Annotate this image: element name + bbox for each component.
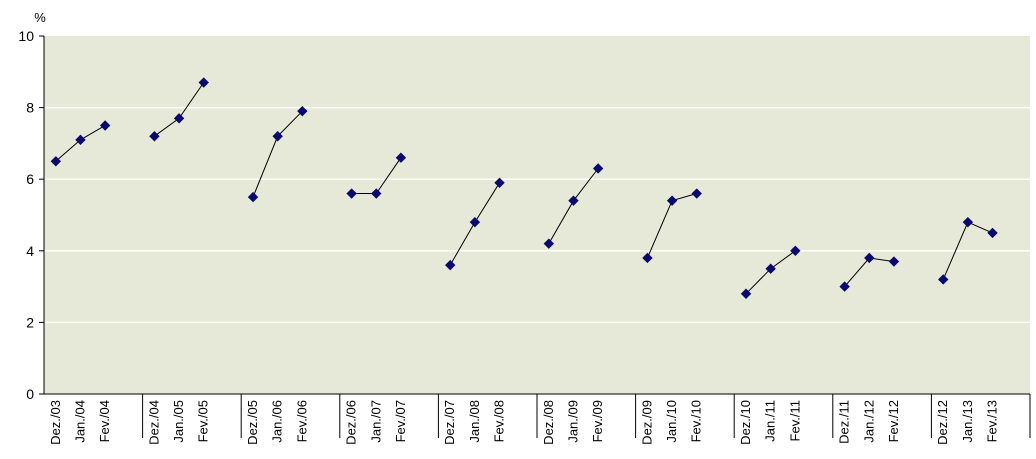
data-point (543, 238, 555, 249)
data-point (642, 252, 653, 264)
data-point (568, 195, 579, 206)
y-tick-label: 10 (18, 28, 34, 44)
gridlines (44, 106, 1030, 324)
data-point (99, 120, 111, 131)
data-point (371, 188, 382, 199)
x-tick-label: Jan./13 (960, 400, 975, 443)
x-tick-label: Dez./07 (442, 400, 457, 445)
data-point (247, 191, 259, 203)
x-tick-label: Dez./08 (541, 400, 556, 445)
x-tick-label: Dez./03 (48, 400, 63, 445)
x-tick-label: Fev./08 (492, 400, 507, 442)
data-point (346, 188, 357, 199)
x-tick-label: Jan./10 (664, 400, 679, 443)
data-point (962, 216, 974, 228)
x-tick-label: Dez./09 (639, 400, 654, 445)
x-tick-label: Jan./11 (763, 400, 778, 442)
data-point (592, 163, 604, 174)
x-tick-label: Dez./12 (935, 400, 950, 445)
x-tick-label: Fev./07 (393, 400, 408, 442)
x-tick-label: Dez./11 (837, 400, 852, 444)
data-point (987, 227, 998, 239)
y-tick-label: 0 (26, 386, 34, 402)
x-tick-label: Dez./05 (245, 400, 260, 445)
x-axis-groups: Dez./03 Jan./04 Fev./04 Dez./04 Jan./05 Fev./… (48, 394, 1031, 445)
x-tick-label: Dez./06 (344, 400, 359, 445)
y-axis-unit: % (34, 10, 46, 25)
x-tick-label: Dez./04 (146, 400, 161, 445)
series (50, 77, 998, 299)
y-tick-label: 2 (26, 314, 34, 330)
data-point (445, 259, 456, 271)
data-point (740, 288, 752, 299)
x-tick-label: Fev./05 (196, 400, 211, 442)
x-tick-label: Fev./10 (689, 400, 704, 442)
x-tick-label: Fev./09 (590, 400, 605, 442)
data-point (50, 156, 62, 167)
data-point (75, 134, 86, 146)
data-point (938, 274, 949, 285)
x-tick-label: Jan./09 (565, 400, 580, 443)
data-point (691, 188, 702, 199)
data-point (469, 216, 481, 228)
x-tick-label: Jan./06 (270, 400, 285, 443)
data-point (765, 263, 776, 274)
x-tick-label: Fev./06 (294, 400, 309, 442)
x-tick-label: Fev./12 (886, 400, 901, 442)
x-tick-label: Jan./07 (368, 400, 383, 443)
x-tick-label: Fev./04 (97, 400, 112, 442)
data-point (297, 105, 308, 117)
data-point (173, 113, 185, 124)
y-tick-label: 4 (26, 243, 34, 259)
data-point (790, 245, 801, 256)
x-tick-label: Jan./12 (861, 400, 876, 443)
y-tick-label: 6 (26, 171, 34, 187)
data-point (666, 195, 678, 206)
plot-area (44, 36, 1030, 394)
data-point (272, 131, 283, 142)
data-point (149, 131, 160, 142)
data-point (864, 252, 875, 264)
data-point (494, 177, 505, 188)
x-tick-label: Jan./04 (72, 400, 87, 443)
data-point (839, 281, 850, 292)
y-axis-ticks: 0 2 4 6 8 10 (18, 28, 44, 402)
data-point (198, 77, 209, 88)
x-tick-label: Fev./11 (787, 400, 802, 441)
x-tick-label: Jan./05 (171, 400, 186, 443)
data-point (395, 152, 407, 163)
x-tick-label: Jan./08 (467, 400, 482, 443)
x-tick-label: Dez./10 (738, 400, 753, 445)
data-point (888, 256, 900, 267)
x-tick-label: Fev./13 (985, 400, 1000, 442)
y-tick-label: 8 (26, 100, 34, 116)
